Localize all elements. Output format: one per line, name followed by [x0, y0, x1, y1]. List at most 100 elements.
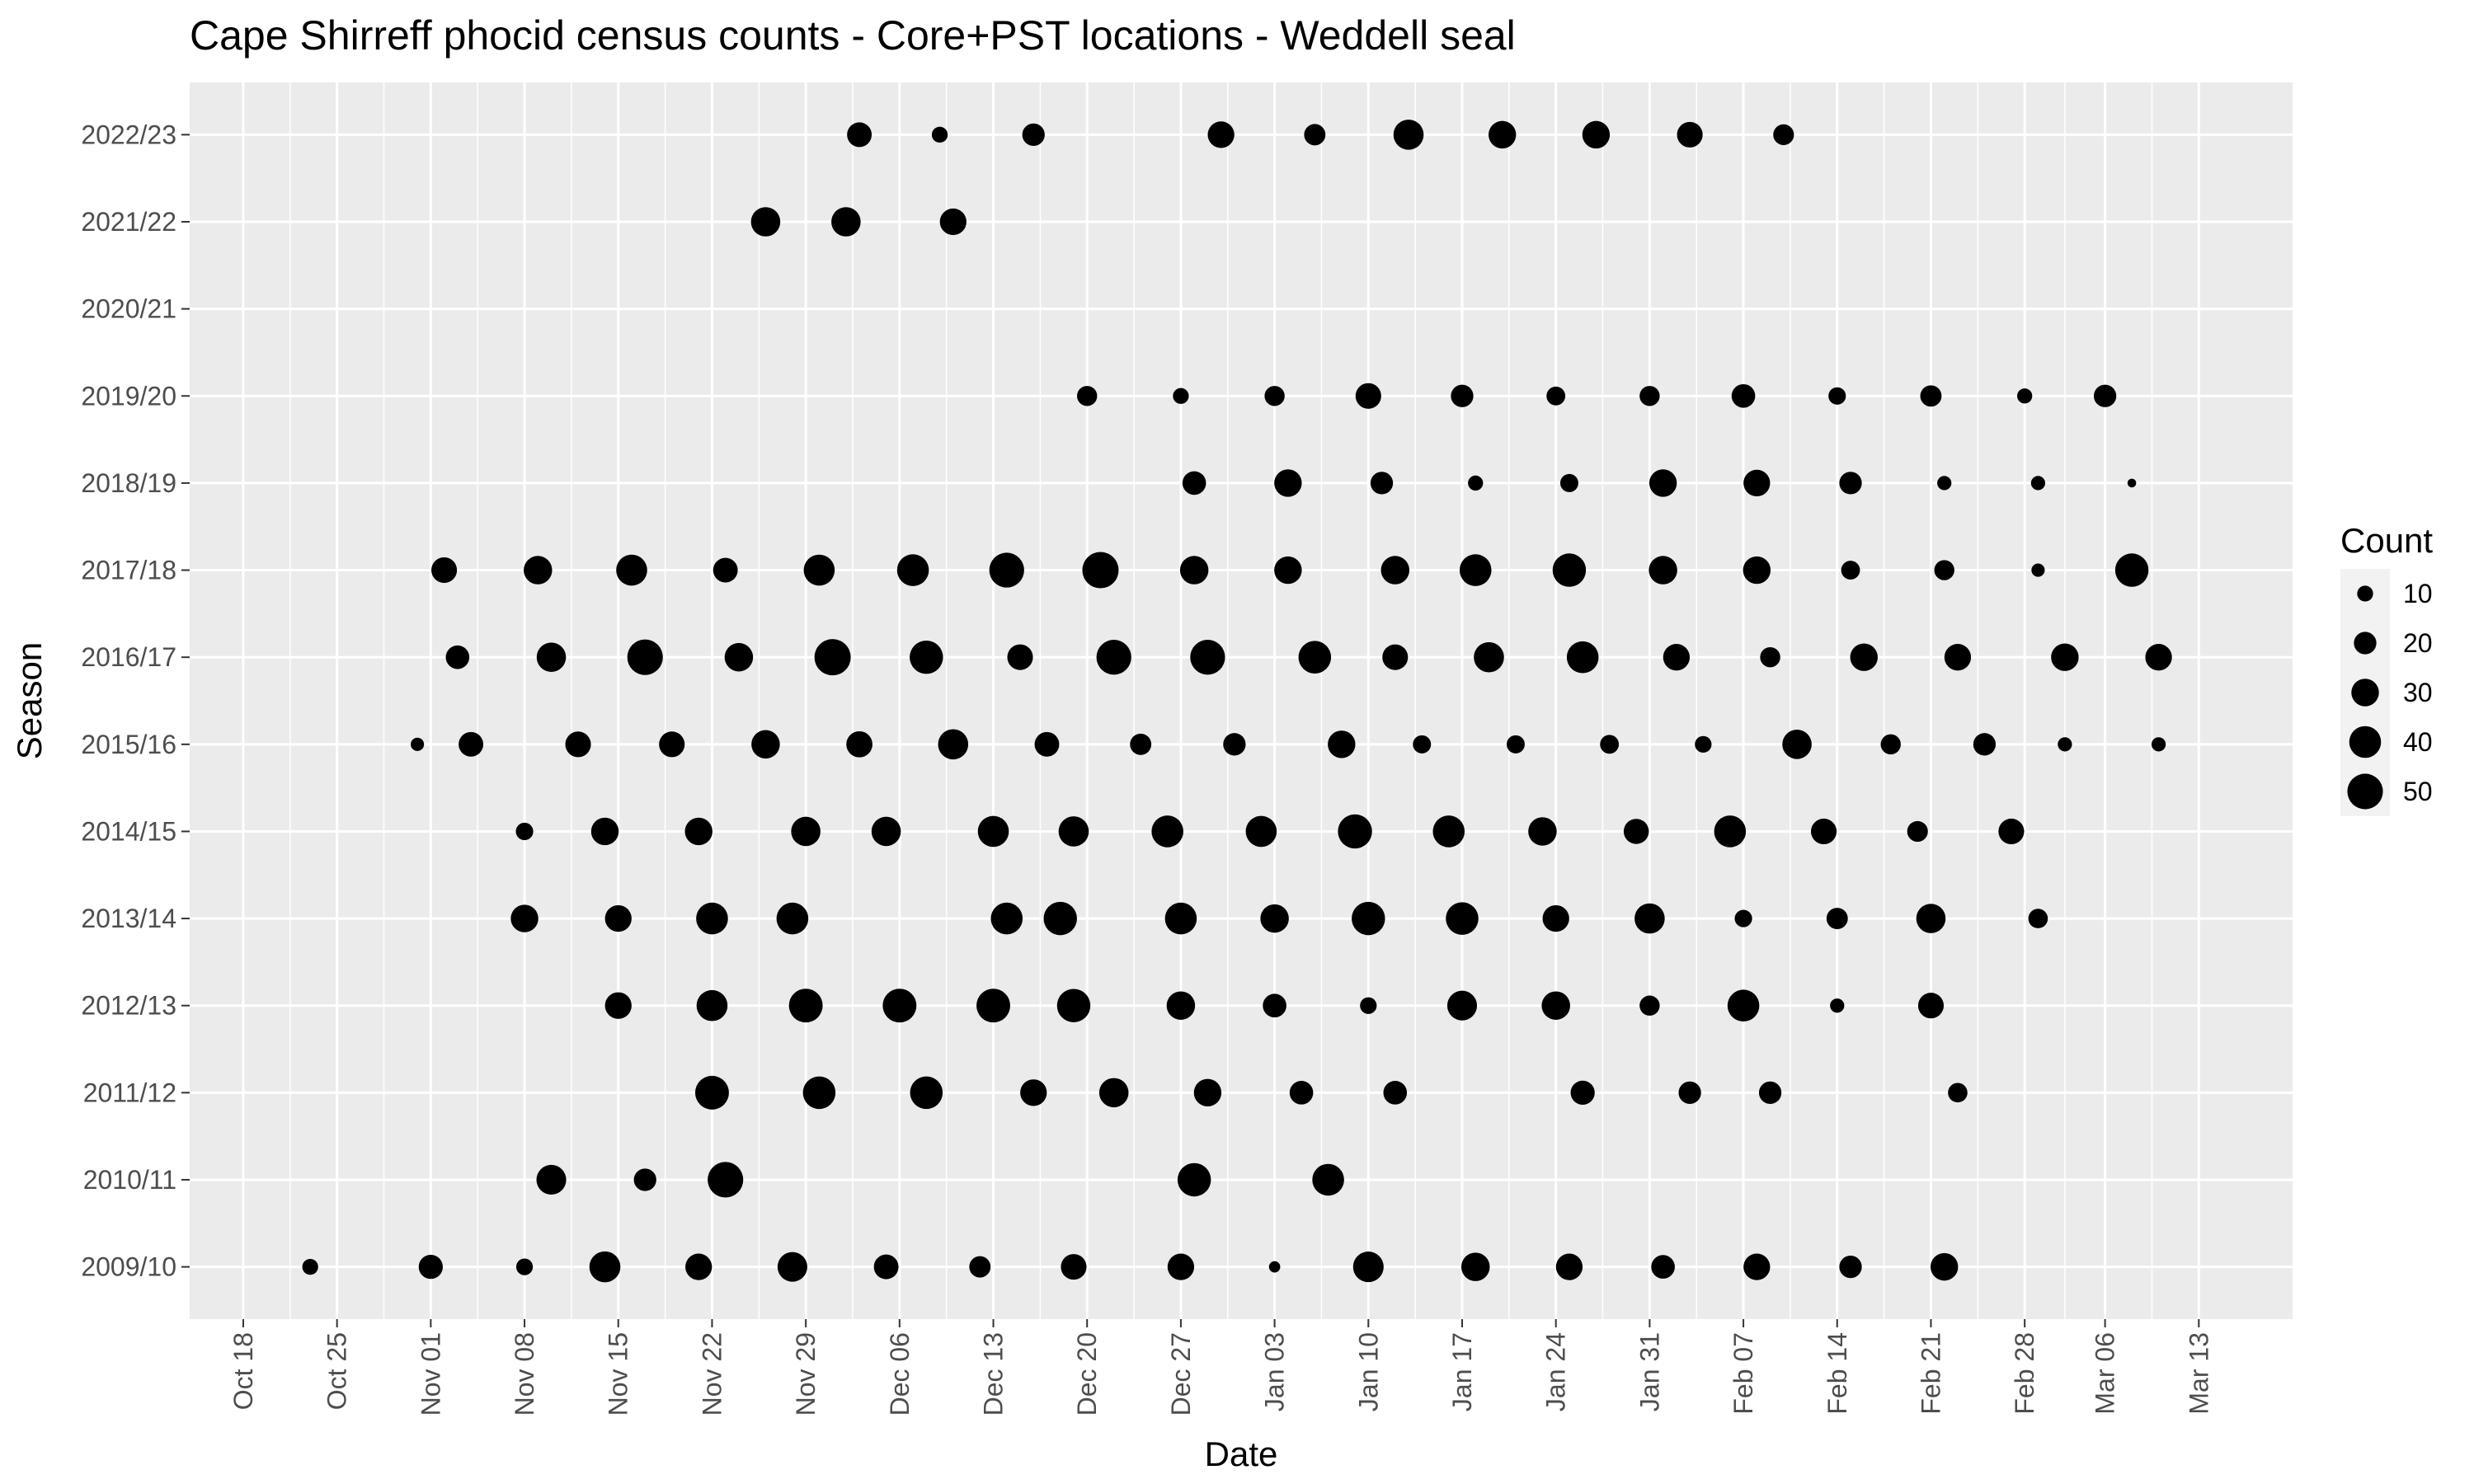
grid-minor-lines [289, 82, 2153, 1319]
data-point [847, 122, 872, 148]
data-point [777, 1252, 807, 1282]
x-tick-label: Dec 06 [885, 1332, 915, 1416]
y-tick-label: 2016/17 [81, 642, 176, 672]
data-point [1758, 1081, 1782, 1104]
legend-size-circle [2357, 585, 2373, 602]
data-point [751, 730, 780, 759]
data-point [445, 645, 470, 669]
x-axis: Oct 18 Oct 25 Nov 01 Nov 08 Nov 15 Nov 22 Nov … [228, 1319, 2213, 1416]
data-point [882, 989, 917, 1023]
data-point [1566, 641, 1599, 674]
data-point [1559, 473, 1578, 492]
data-point [1096, 640, 1131, 675]
data-point [846, 730, 872, 758]
data-point [1289, 1081, 1314, 1105]
data-point [589, 1251, 621, 1283]
data-point [1489, 120, 1517, 149]
data-points [302, 120, 2172, 1283]
data-point [1555, 1253, 1583, 1280]
data-point [524, 556, 553, 585]
data-point [969, 1256, 991, 1278]
data-point [1177, 1162, 1211, 1197]
y-tick-label: 2015/16 [81, 730, 176, 759]
data-point [977, 815, 1009, 848]
y-axis-title: Season [10, 642, 49, 759]
data-point [1182, 471, 1206, 495]
x-tick-label: Feb 28 [2010, 1332, 2039, 1415]
data-point [1743, 556, 1771, 585]
data-point [976, 989, 1010, 1023]
data-point [1352, 1252, 1384, 1283]
x-tick-label: Nov 08 [510, 1332, 539, 1416]
data-point [814, 639, 851, 676]
x-tick-label: Nov 22 [697, 1332, 727, 1416]
data-point [1355, 383, 1381, 409]
data-point [1446, 990, 1478, 1021]
data-point [1850, 643, 1878, 671]
data-point [1223, 733, 1246, 756]
data-point [2114, 553, 2149, 587]
data-point [2017, 388, 2033, 404]
data-point [659, 731, 685, 758]
data-point [1380, 556, 1410, 585]
data-point [1714, 815, 1747, 848]
data-point [1727, 989, 1760, 1022]
data-point [1383, 1081, 1408, 1105]
y-tick-label: 2020/21 [81, 294, 176, 324]
data-point [1830, 998, 1845, 1013]
data-point [1506, 735, 1525, 754]
data-point [1058, 816, 1089, 847]
data-point [1649, 469, 1677, 497]
data-point [1304, 124, 1326, 146]
data-point [708, 1162, 744, 1198]
x-tick-label: Jan 17 [1447, 1332, 1477, 1411]
x-tick-label: Jan 03 [1260, 1332, 1290, 1411]
data-point [1268, 1261, 1281, 1273]
data-point [1907, 820, 1928, 843]
data-point [939, 208, 967, 236]
data-point [565, 731, 591, 758]
data-point [873, 1254, 899, 1280]
data-point [1382, 644, 1409, 670]
data-point [1173, 387, 1189, 404]
data-point [1474, 641, 1504, 673]
x-tick-label: Jan 31 [1634, 1332, 1664, 1411]
y-tick-label: 2018/19 [81, 468, 176, 498]
data-point [871, 816, 901, 847]
data-point [1179, 556, 1209, 585]
data-point [1639, 386, 1660, 406]
data-point [1651, 1255, 1675, 1279]
data-point [515, 822, 534, 841]
data-point [418, 1254, 443, 1280]
data-point [590, 817, 619, 846]
data-point [616, 554, 647, 586]
data-point [1663, 644, 1691, 671]
data-point [1541, 991, 1570, 1020]
legend-title: Count [2340, 521, 2433, 560]
data-point [1734, 909, 1752, 928]
data-point [1164, 902, 1197, 935]
data-point [1034, 731, 1060, 757]
data-point [696, 989, 728, 1021]
legend-size-label: 20 [2403, 628, 2433, 658]
legend-size-circle [2351, 679, 2379, 707]
x-tick-label: Feb 21 [1916, 1332, 1945, 1415]
data-point [1634, 903, 1665, 934]
data-point [694, 1075, 729, 1110]
data-point [1743, 1253, 1771, 1280]
data-point [1917, 993, 1945, 1019]
data-point [1043, 901, 1077, 936]
data-point [776, 902, 809, 935]
data-point [1166, 991, 1196, 1020]
data-point [803, 554, 835, 586]
x-tick-label: Mar 13 [2184, 1332, 2213, 1415]
data-point [1810, 818, 1837, 845]
data-point [1260, 904, 1289, 933]
data-point [1546, 386, 1566, 406]
data-point [1920, 385, 1942, 407]
data-point [1552, 553, 1587, 587]
data-point [515, 1258, 534, 1275]
data-point [1826, 908, 1848, 930]
data-point [2051, 643, 2079, 671]
data-point [1773, 124, 1794, 145]
